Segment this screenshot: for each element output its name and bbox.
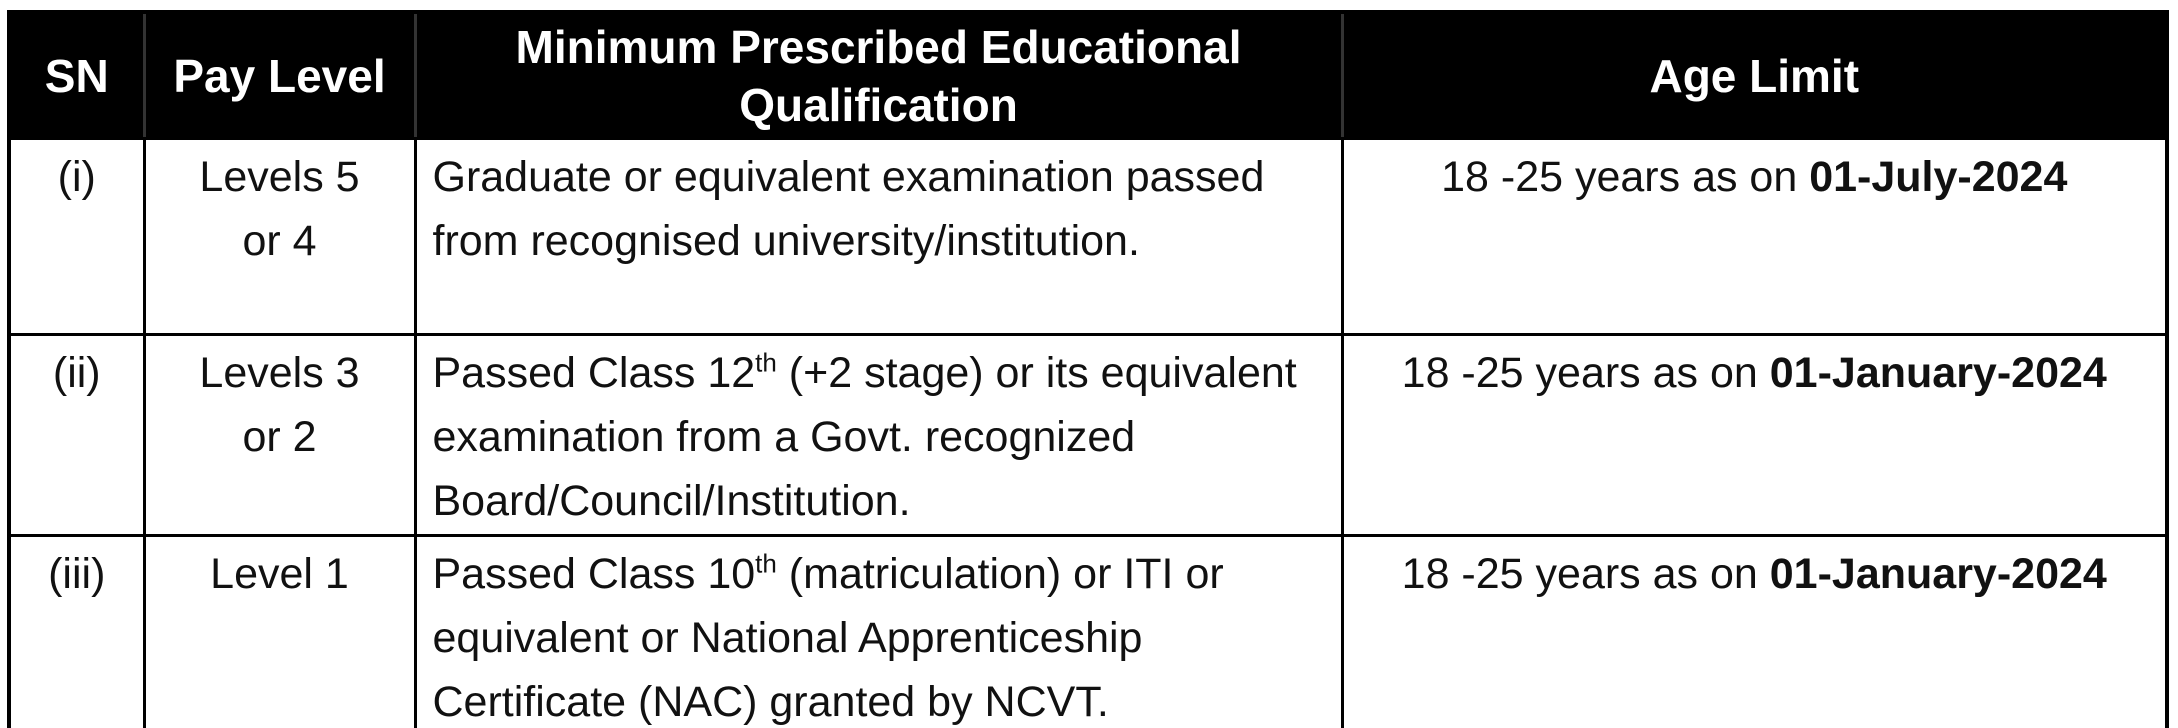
- table-row-iii: (iii) Level 1 Passed Class 10th (matricu…: [7, 534, 2169, 728]
- cell-sn: (ii): [7, 333, 146, 537]
- recruitment-eligibility-table: SN Pay Level Minimum Prescribed Educatio…: [7, 10, 2169, 728]
- table-row-i: (i) Levels 5 or 4 Graduate or equivalent…: [7, 137, 2169, 336]
- col-header-qualification: Minimum Prescribed Educational Qualifica…: [413, 10, 1344, 140]
- age-limit-text: 18 -25 years as on: [1441, 153, 1810, 201]
- qualification-text: Passed Class 12: [432, 349, 756, 397]
- age-limit-text: 18 -25 years as on: [1401, 349, 1770, 397]
- cell-sn: (iii): [7, 534, 146, 728]
- cell-age-limit: 18 -25 years as on 01-January-2024: [1340, 534, 2169, 728]
- cell-age-limit: 18 -25 years as on 01-July-2024: [1340, 137, 2169, 336]
- table-row-ii: (ii) Levels 3 or 2 Passed Class 12th (+2…: [7, 333, 2169, 537]
- header-row: SN Pay Level Minimum Prescribed Educatio…: [7, 10, 2169, 140]
- cell-pay-level: Levels 5 or 4: [142, 137, 417, 336]
- cell-sn: (i): [7, 137, 146, 336]
- cell-age-limit: 18 -25 years as on 01-January-2024: [1340, 333, 2169, 537]
- cell-qualification: Passed Class 10th (matriculation) or ITI…: [413, 534, 1344, 728]
- cell-pay-level: Level 1: [142, 534, 417, 728]
- qualification-text: Graduate or equivalent examination passe…: [432, 153, 1265, 265]
- cell-qualification: Passed Class 12th (+2 stage) or its equi…: [413, 333, 1344, 537]
- cell-pay-level: Levels 3 or 2: [142, 333, 417, 537]
- col-header-age-limit: Age Limit: [1340, 10, 2169, 140]
- qualification-text-cont: (matriculation) or ITI or equivalent or …: [432, 550, 1224, 726]
- qualification-text: Passed Class 10: [432, 550, 756, 598]
- ordinal-superscript: th: [755, 347, 777, 378]
- age-limit-text: 18 -25 years as on: [1401, 550, 1770, 598]
- age-cutoff-date: 01-January-2024: [1769, 550, 2107, 598]
- qualification-text-cont: (+2 stage) or its equivalent examination…: [432, 349, 1297, 525]
- age-cutoff-date: 01-January-2024: [1769, 349, 2107, 397]
- col-header-sn: SN: [7, 10, 146, 140]
- age-cutoff-date: 01-July-2024: [1809, 153, 2068, 201]
- cell-qualification: Graduate or equivalent examination passe…: [413, 137, 1344, 336]
- ordinal-superscript: th: [755, 548, 777, 579]
- col-header-pay-level: Pay Level: [142, 10, 417, 140]
